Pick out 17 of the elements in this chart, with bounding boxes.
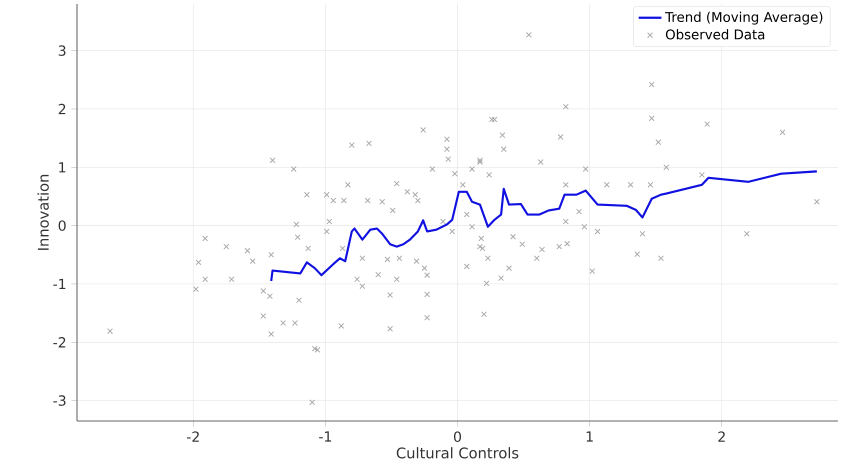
legend-label: Trend (Moving Average) <box>665 12 822 25</box>
line-series <box>270 170 818 282</box>
y-tick-label: 0 <box>58 220 66 231</box>
y-tick-label: 3 <box>58 45 66 56</box>
x-tick-label: -1 <box>319 431 332 442</box>
legend-label: Observed Data <box>666 29 764 40</box>
y-tick-label: 2 <box>58 104 66 114</box>
y-axis-title: Innovation <box>37 174 49 250</box>
x-tick-label: 1 <box>586 431 593 442</box>
x-tick-label: 0 <box>454 431 462 442</box>
x-axis-title: Cultural Controls <box>396 447 518 458</box>
y-tick-label: 1 <box>59 162 66 172</box>
y-tick-label: -3 <box>53 395 66 406</box>
x-tick-label: -2 <box>186 431 199 442</box>
y-tick-label: -1 <box>53 278 66 290</box>
x-tick-label: 2 <box>718 431 725 442</box>
y-tick-label: -2 <box>53 337 66 348</box>
